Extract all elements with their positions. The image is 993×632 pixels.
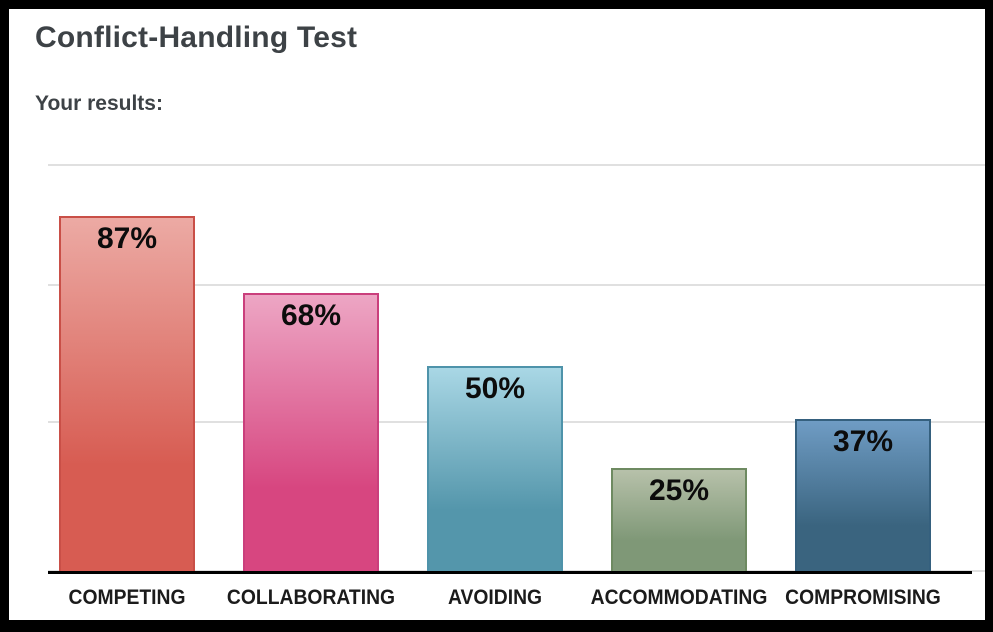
plot-area: 87% 68% 50% 25% 37% <box>48 164 985 572</box>
bar-value-label: 50% <box>464 372 526 405</box>
x-axis-labels: COMPETING COLLABORATING AVOIDING ACCOMMODAT… <box>48 586 985 614</box>
bar-value-label: 37% <box>832 424 894 458</box>
bar-value-label: 68% <box>280 298 342 332</box>
bar-value-label: 87% <box>96 221 158 255</box>
bar-competing: 87% <box>59 215 195 571</box>
page-title: Conflict-Handling Test <box>35 21 358 54</box>
category-label-avoiding: AVOIDING <box>447 586 543 609</box>
bar-accommodating: 25% <box>611 467 747 571</box>
gridline <box>48 284 985 287</box>
category-label-compromising: COMPROMISING <box>785 586 941 609</box>
category-label-accommodating: ACCOMMODATING <box>590 586 768 609</box>
bar-avoiding: 50% <box>427 366 563 571</box>
bar-collaborating: 68% <box>243 292 379 571</box>
results-subtitle: Your results: <box>35 92 163 115</box>
x-axis-line <box>48 571 972 574</box>
bar-value-label: 25% <box>648 473 710 507</box>
bar-compromising: 37% <box>795 418 931 571</box>
gridline <box>48 164 985 166</box>
category-label-competing: COMPETING <box>68 586 186 609</box>
category-label-collaborating: COLLABORATING <box>226 586 396 609</box>
